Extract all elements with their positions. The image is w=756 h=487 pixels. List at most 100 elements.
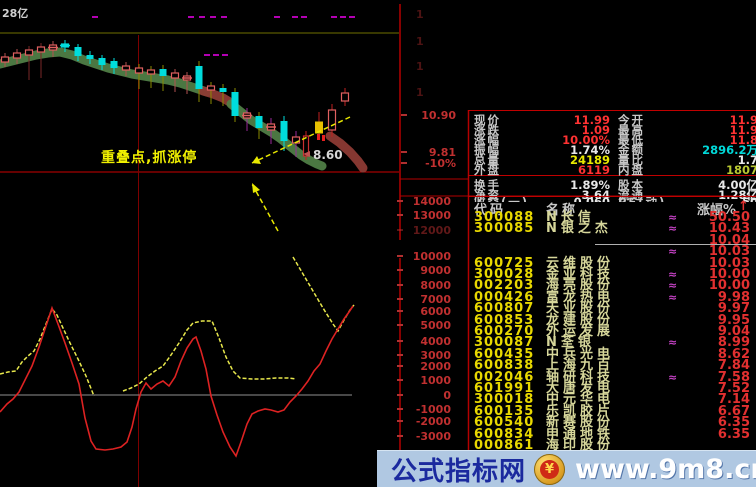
table-row[interactable]: 601991 大唐发电 7.52	[468, 381, 756, 396]
stock-change: 10.00	[708, 267, 750, 282]
candle-down	[74, 47, 82, 56]
list-header-change[interactable]: 涨幅%	[696, 203, 736, 218]
table-row[interactable]: 600725 云维股份 10.03	[468, 257, 756, 270]
table-row[interactable]: 10.04	[468, 234, 756, 247]
volume-axis-label: 4000	[420, 335, 451, 348]
quote-value: 2896.2万	[702, 143, 756, 157]
candle-down	[195, 66, 203, 89]
table-row[interactable]: 600838 上海九百 7.84	[468, 358, 756, 374]
sort-ascending-icon[interactable]: ↑	[738, 199, 749, 214]
quote-value: 1.7	[737, 153, 756, 167]
stock-code: 300085	[474, 221, 535, 237]
volume-axis-label: 9000	[420, 264, 451, 277]
table-row[interactable]: 300087 N荃银 ≈8.99	[468, 335, 756, 351]
stock-code: 000861	[474, 438, 535, 453]
table-row[interactable]: 600135 乐凯胶片 6.67	[468, 403, 756, 419]
table-row[interactable]: 300088 N长信 ≈50.50	[468, 211, 756, 224]
table-row[interactable]: 600435 中兵光电 8.62	[468, 346, 756, 362]
annotation-trendline	[251, 116, 351, 164]
quote-row: 现价 11.99	[468, 113, 614, 127]
table-row[interactable]: 002203 海亮股份 ≈10.00	[468, 278, 756, 294]
watermark-logo-icon: ¥	[534, 454, 566, 485]
stock-change: 7.84	[717, 358, 750, 374]
candle-down	[86, 55, 94, 59]
candle-up	[206, 85, 216, 91]
table-row[interactable]: 300085 N银之杰 ≈10.43	[468, 221, 756, 237]
candle-down	[159, 69, 167, 76]
quote-row-clipped: 收益(一)0.060 PE(动)50	[468, 197, 756, 202]
stock-name: 大唐发电	[546, 381, 615, 396]
volume-axis-label: 3000	[420, 349, 451, 362]
stock-name: 海亮股份	[546, 278, 615, 294]
coin-icon: ¥	[540, 460, 560, 479]
table-row[interactable]: 600270 外运发展 9.04	[468, 324, 756, 339]
signal-dash	[204, 54, 210, 56]
volume-axis-label: -3000	[416, 430, 452, 443]
quote-value: 1807	[725, 163, 756, 177]
volume-axis-label: 14000	[413, 195, 452, 208]
table-row[interactable]: 300028 金亚科技 ≈10.00	[468, 267, 756, 282]
table-row[interactable]: 300018 中元华电 7.14	[468, 392, 756, 408]
quote-row: 金额 2896.2万	[614, 143, 756, 157]
ma-ribbon	[325, 131, 368, 173]
stock-change: 9.97	[717, 301, 750, 317]
quote-value: 24189	[569, 153, 610, 167]
quote-value: 10.00%	[562, 133, 610, 147]
faint-axis-mark: 1	[416, 35, 424, 48]
quote-row: 今开 11.9	[614, 114, 756, 126]
stock-name: N荃银	[546, 335, 595, 351]
stock-name: 新赛股份	[546, 415, 615, 431]
candle-down	[280, 121, 288, 141]
table-row[interactable]: 600540 新赛股份 6.35	[468, 415, 756, 431]
stock-name: 龙建股份	[546, 312, 615, 328]
volume-axis-label: 0	[443, 389, 451, 402]
quote-value: 11.9	[729, 123, 756, 137]
quote-value: 11.8	[729, 133, 756, 147]
table-row[interactable]: ≈10.03	[468, 245, 756, 259]
stock-code: 600135	[474, 403, 535, 419]
table-row[interactable]: 600853 龙建股份 9.95	[468, 312, 756, 328]
stock-change: 8.62	[717, 346, 750, 362]
quote-label: 量比	[618, 153, 645, 167]
buy-signal-mark	[317, 134, 320, 140]
signal-dash	[210, 16, 216, 18]
quote-label: 流通	[618, 188, 645, 202]
annotation-up-arrow	[251, 183, 279, 232]
quote-panel-divider	[468, 175, 756, 176]
quote-label: 股本	[618, 178, 645, 192]
quote-value: 11.99	[573, 113, 610, 127]
table-row[interactable]: 000861 海印股份	[468, 438, 756, 453]
table-row[interactable]: 002046 轴研科技 ≈7.58	[468, 371, 756, 384]
list-header-code[interactable]: 代码	[474, 203, 507, 218]
stock-change: 6.67	[717, 403, 750, 419]
list-header-name[interactable]: 名称	[546, 203, 579, 218]
candle-up	[121, 65, 131, 71]
selection-underline	[595, 244, 756, 245]
quote-row: 振幅 1.74%	[468, 143, 614, 157]
quote-value: 1.28亿	[718, 188, 756, 202]
table-row[interactable]: 600834 申通地铁 6.35	[468, 426, 756, 442]
stock-change: 8.99	[717, 335, 750, 351]
faint-axis-mark: 1	[416, 60, 424, 73]
quote-row: 总量 24189	[468, 153, 614, 167]
indicator-red-line	[0, 305, 354, 458]
margin-mark-icon: ≈	[668, 268, 678, 281]
volume-axis-label: 1000	[420, 374, 451, 387]
signal-dash	[331, 16, 337, 18]
table-row[interactable]: 000426 富龙热电 ≈9.98	[468, 291, 756, 304]
table-row[interactable]: 600807 天业股份 9.97	[468, 301, 756, 317]
stock-code: 300018	[474, 392, 535, 408]
watermark-bar: 公式指标网 ¥ www.9m8.cn	[377, 450, 756, 487]
volume-axis-label: 10000	[413, 250, 452, 263]
stock-name: 外运发展	[546, 324, 615, 339]
stock-code: 600838	[474, 358, 535, 374]
candle-up	[12, 52, 22, 59]
stock-name: 申通地铁	[546, 426, 615, 442]
stock-change: 6.35	[717, 426, 750, 442]
candle-up	[134, 67, 144, 74]
margin-mark-icon: ≈	[668, 245, 678, 259]
stock-name: 中兵光电	[546, 346, 615, 362]
quote-value: 1.74%	[570, 143, 610, 157]
